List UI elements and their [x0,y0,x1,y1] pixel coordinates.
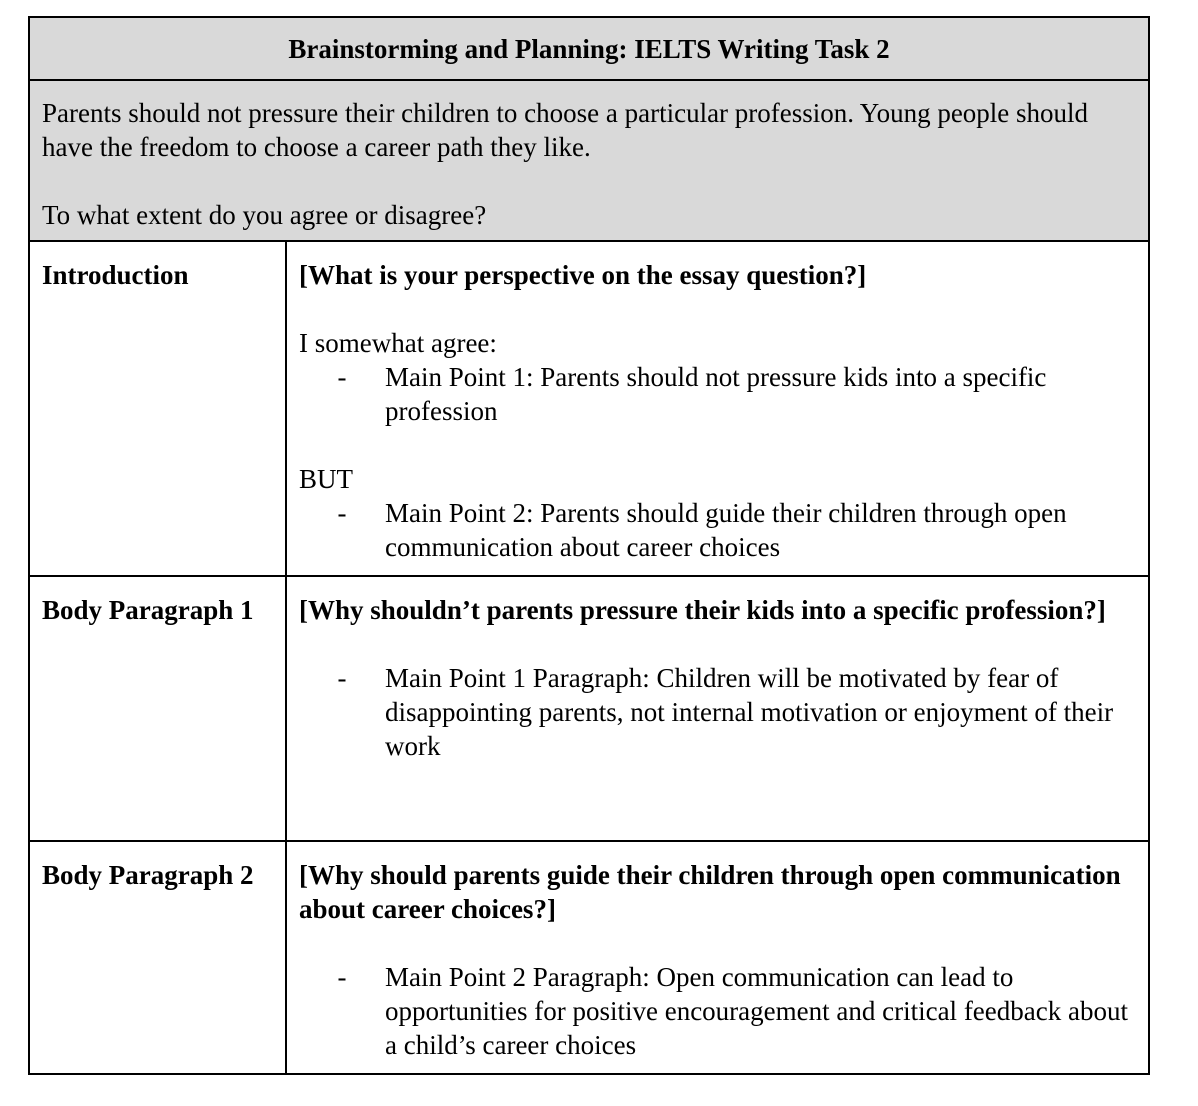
title-row: Brainstorming and Planning: IELTS Writin… [28,16,1150,81]
body-paragraph-1-row: Body Paragraph 1 [Why shouldn’t parents … [28,575,1150,842]
prompt-question: To what extent do you agree or disagree? [42,200,487,230]
dash-bullet: - [337,498,347,528]
bullet-text: Main Point 1: Parents should not pressur… [385,362,1047,426]
dash-bullet: - [337,362,347,392]
list-item: - Main Point 1: Parents should not pressu… [299,360,1136,428]
guiding-question: [Why shouldn’t parents pressure their ki… [299,595,1106,625]
prompt-row: Parents should not pressure their childr… [28,79,1150,242]
guiding-question: [Why should parents guide their children… [299,860,1121,924]
row-content: [Why should parents guide their children… [285,840,1150,1075]
list-item: - Main Point 2: Parents should guide thei… [299,496,1136,564]
essay-prompt: Parents should not pressure their childr… [28,79,1150,242]
row-content: [Why shouldn’t parents pressure their ki… [285,575,1150,842]
bullet-text: Main Point 2 Paragraph: Open communicati… [385,962,1128,1060]
list-item: - Main Point 1 Paragraph: Children will b… [299,661,1136,763]
planning-table: Brainstorming and Planning: IELTS Writin… [28,16,1150,1075]
table-title: Brainstorming and Planning: IELTS Writin… [28,16,1150,81]
guiding-question: [What is your perspective on the essay q… [299,260,867,290]
list-item: - Main Point 2 Paragraph: Open communicat… [299,960,1136,1062]
dash-bullet: - [337,962,347,992]
stance-text: I somewhat agree: [299,328,497,358]
row-label: Body Paragraph 2 [28,840,287,1075]
introduction-row: Introduction [What is your perspective o… [28,240,1150,577]
dash-bullet: - [337,663,347,693]
prompt-statement: Parents should not pressure their childr… [42,98,1089,162]
row-label: Introduction [28,240,287,577]
bullet-text: Main Point 2: Parents should guide their… [385,498,1067,562]
bullet-text: Main Point 1 Paragraph: Children will be… [385,663,1114,761]
row-label: Body Paragraph 1 [28,575,287,842]
row-content: [What is your perspective on the essay q… [285,240,1150,577]
but-text: BUT [299,464,353,494]
body-paragraph-2-row: Body Paragraph 2 [Why should parents gui… [28,840,1150,1075]
